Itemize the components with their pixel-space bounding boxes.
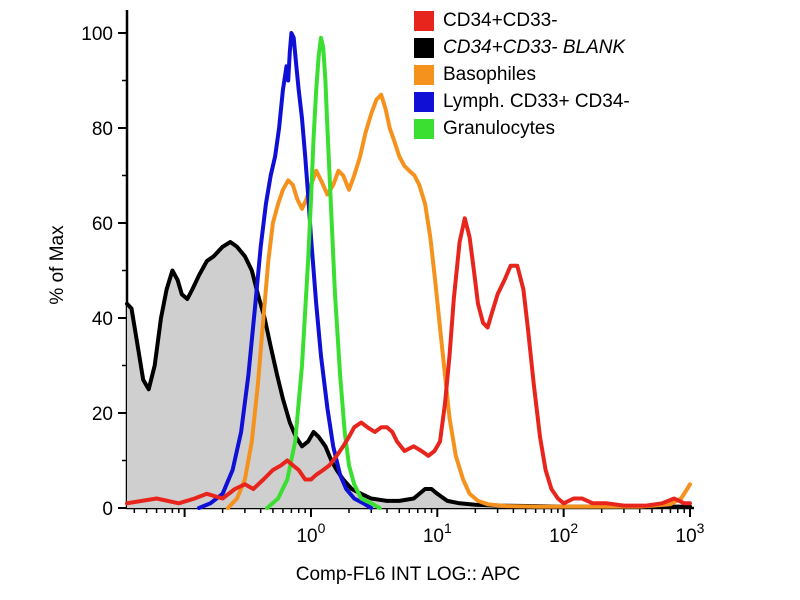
y-tick-label: 0	[102, 499, 113, 520]
series-curve-blank	[125, 240, 692, 509]
y-tick-label: 60	[92, 214, 113, 235]
legend-swatch-blank	[414, 38, 434, 58]
x-tick-label: 100	[296, 520, 325, 547]
y-tick-label: 20	[92, 404, 113, 425]
legend-item-lymph: Lymph. CD33+ CD34-	[414, 91, 630, 113]
x-axis-label: Comp-FL6 INT LOG:: APC	[295, 564, 521, 585]
legend-label-gran: Granulocytes	[443, 118, 555, 139]
x-tick-label: 103	[676, 520, 705, 547]
x-tick-label: 102	[549, 520, 578, 547]
legend-swatch-cd34	[414, 11, 434, 31]
legend-swatch-lymph	[414, 92, 434, 112]
legend-swatch-gran	[414, 119, 434, 139]
y-axis-label: % of Max	[47, 225, 68, 305]
series-curve-baso	[225, 92, 692, 510]
legend-label-blank: CD34+CD33- BLANK	[443, 37, 626, 58]
y-tick-label: 80	[92, 119, 113, 140]
series-curve-lymph	[197, 31, 374, 510]
y-tick-label: 40	[92, 309, 113, 330]
legend-label-lymph: Lymph. CD33+ CD34-	[443, 91, 630, 112]
legend-label-cd34: CD34+CD33-	[443, 10, 558, 31]
legend: CD34+CD33- CD34+CD33- BLANK Basophiles Lymp…	[414, 10, 630, 140]
legend-item-cd34: CD34+CD33-	[414, 10, 630, 32]
x-tick-label: 101	[423, 520, 452, 547]
legend-label-baso: Basophiles	[443, 64, 536, 85]
legend-item-gran: Granulocytes	[414, 118, 630, 140]
legend-swatch-baso	[414, 65, 434, 85]
legend-item-blank: CD34+CD33- BLANK	[414, 37, 630, 59]
series-fill-blank	[127, 242, 690, 508]
series-curve-cd34	[125, 216, 692, 508]
y-tick-label: 100	[81, 24, 113, 45]
series-curve-gran	[265, 35, 382, 510]
legend-item-baso: Basophiles	[414, 64, 630, 86]
